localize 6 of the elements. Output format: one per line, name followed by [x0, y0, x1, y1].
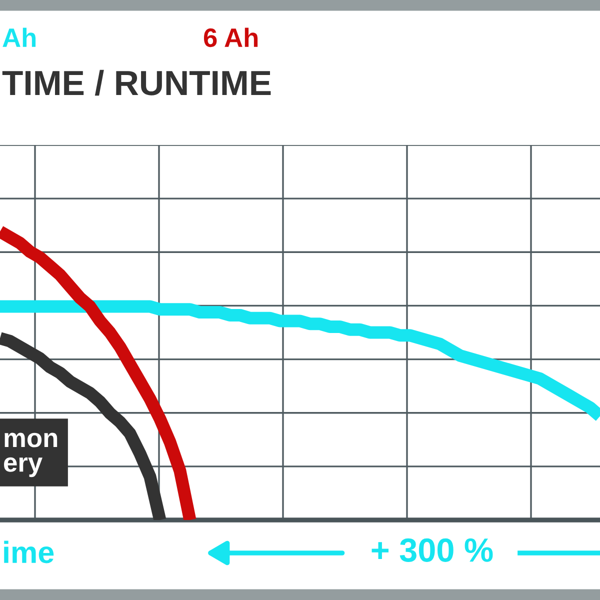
text: 6 Ah — [204, 28, 258, 48]
chart-title: TIME / RUNTIME — [2, 70, 271, 96]
text: + 300 % — [372, 538, 493, 562]
text: Ah — [2, 28, 36, 47]
series-label: mon ery — [4, 432, 58, 478]
text: ime — [4, 540, 54, 564]
